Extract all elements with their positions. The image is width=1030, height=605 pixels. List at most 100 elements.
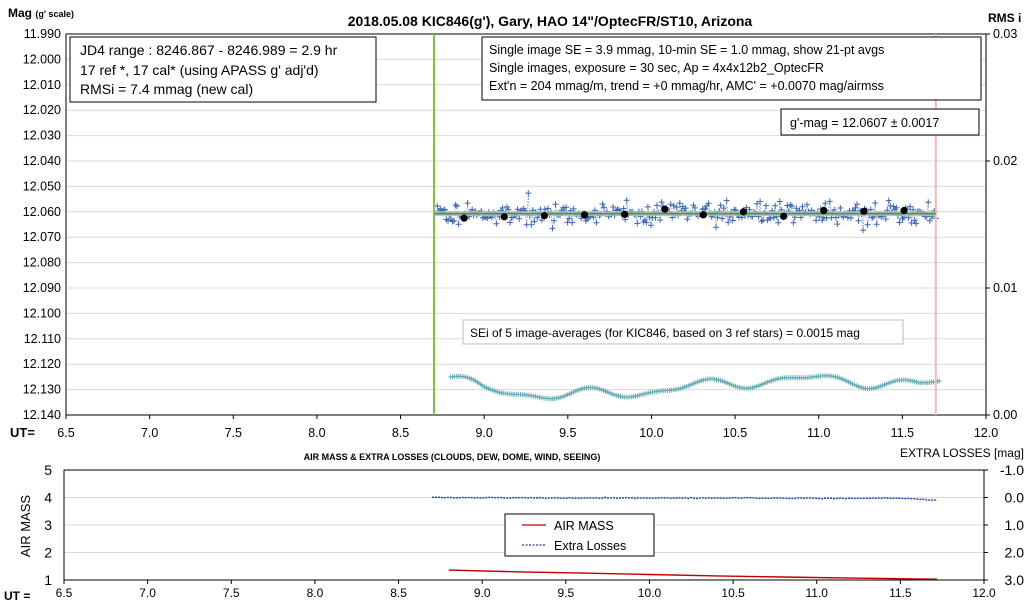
bottom-x-tick-label: 8.0 [307,586,324,600]
top-x-tick-label: 12.0 [974,426,998,440]
top-y-tick-label: 12.080 [23,256,61,270]
bottom-x-tick-label: 10.0 [638,586,662,600]
bottom-y-axis-label: AIR MASS [18,495,33,557]
top-y-right-tick-label: 0.00 [993,408,1017,422]
info-box-left-line-1: JD4 range : 8246.867 - 8246.989 = 2.9 hr [80,42,338,58]
top-y-axis-label: Mag (g' scale) [8,6,74,20]
bottom-axis-ticks: 1 2 3 4 5 6.5 7.0 7.5 8.0 8.5 9.0 9.5 10.0 10.5 11.0 11… [44,462,1024,600]
top-x-tick-label: 6.5 [57,426,74,440]
gmag-box [780,108,980,136]
bottom-y-right-tick-label: -1.0 [1000,462,1024,478]
average-point [699,211,707,219]
bottom-y-right-tick-label: 2.0 [1005,545,1025,561]
top-y-tick-label: 12.110 [24,332,61,346]
top-y-axis-label-sub: (g' scale) [35,9,74,19]
average-point [661,205,669,213]
top-y-tick-label: 12.040 [23,154,61,168]
top-y-tick-label: 12.060 [23,205,61,219]
gmag-label: g'-mag = 12.0607 ± 0.0017 [790,116,939,130]
bottom-x-tick-label: 9.0 [474,586,491,600]
rms-markers [448,373,942,402]
top-x-tick-label: 9.0 [475,426,492,440]
top-x-tick-label: 11.5 [891,426,914,440]
top-y-tick-label: 12.090 [23,281,61,295]
top-y-tick-label: 12.050 [23,179,61,193]
top-x-axis-label: UT= [10,425,35,440]
bottom-x-tick-label: 11.0 [805,586,828,600]
sei-box [462,319,904,345]
bottom-x-tick-label: 11.5 [889,586,912,600]
average-point [820,206,828,215]
bottom-legend [504,513,655,557]
top-y-tick-label: 12.030 [23,129,61,143]
bottom-y-right-tick-label: 3.0 [1005,572,1025,588]
top-y-right-tick-label: 0.02 [993,154,1017,168]
top-x-tick-label: 9.5 [559,426,576,440]
average-point [621,210,629,218]
legend-label-air-mass: AIR MASS [554,519,614,533]
top-x-tick-label: 10.5 [723,426,747,440]
legend-label-extra-losses: Extra Losses [554,539,626,553]
bottom-chart-title: AIR MASS & EXTRA LOSSES (CLOUDS, DEW, DO… [304,452,601,462]
average-point [500,213,508,221]
top-axis-ticks: 11.990 12.000 12.010 12.020 12.030 12.040 12.0… [23,27,1018,440]
top-y-right-tick-label: 0.03 [993,27,1017,41]
top-y-tick-label: 12.140 [23,408,61,422]
top-y-tick-label: 11.990 [24,27,61,41]
top-y-right-tick-label: 0.01 [993,281,1017,295]
info-box-right [481,36,982,101]
sei-label: SEi of 5 image-averages (for KIC846, bas… [470,326,860,340]
bottom-x-axis-label: UT = [4,589,30,603]
bottom-x-tick-label: 9.5 [557,586,574,600]
top-y-axis-label-main: Mag [8,6,32,20]
bottom-x-tick-label: 10.5 [721,586,745,600]
bottom-x-tick-label: 6.5 [56,586,73,600]
bottom-x-tick-label: 7.5 [223,586,240,600]
top-grid [66,58,986,391]
top-x-tick-label: 8.0 [308,426,325,440]
bottom-x-tick-label: 12.0 [972,586,996,600]
average-point [580,211,589,219]
top-x-tick-label: 7.5 [225,426,242,440]
bottom-y-axis-label-right: EXTRA LOSSES [mag] [900,446,1024,460]
top-y-tick-label: 12.070 [23,230,61,244]
info-box-right-line-3: Ext'n = 204 mmag/m, trend = +0 mmag/hr, … [489,79,884,93]
bottom-y-right-tick-label: 0.0 [1005,490,1025,506]
top-y-tick-label: 12.010 [23,78,61,92]
top-y-tick-label: 12.100 [23,306,61,320]
top-rms-trace [448,373,942,402]
top-x-tick-label: 7.0 [141,426,158,440]
top-chart-title: 2018.05.08 KIC846(g'), Gary, HAO 14"/Opt… [348,13,753,29]
top-x-tick-label: 11.0 [807,426,830,440]
bottom-y-tick-label: 1 [44,572,52,588]
info-box-left-line-2: 17 ref *, 17 cal* (using APASS g' adj'd) [80,62,319,78]
info-box-right-line-2: Single images, exposure = 30 sec, Ap = 4… [489,61,824,75]
average-point [739,208,748,216]
top-x-tick-label: 8.5 [392,426,409,440]
bottom-x-tick-label: 8.5 [390,586,407,600]
info-box-left-line-3: RMSi = 7.4 mmag (new cal) [80,81,253,97]
bottom-x-tick-label: 7.0 [139,586,156,600]
top-y-tick-label: 12.020 [23,103,61,117]
bottom-y-tick-label: 2 [44,545,52,561]
extra-losses-line [431,496,938,501]
average-point [900,206,908,215]
average-point [860,207,868,215]
average-point [460,214,468,222]
bottom-series [431,496,938,580]
average-point [540,212,549,220]
bottom-y-right-tick-label: 1.0 [1005,517,1025,533]
bottom-y-tick-label: 3 [44,517,52,533]
average-point [780,212,788,220]
bottom-y-tick-label: 5 [44,462,52,478]
info-box-left [69,36,377,103]
air-mass-line [448,569,938,580]
info-box-right-line-1: Single image SE = 3.9 mmag, 10-min SE = … [489,43,884,57]
bottom-y-tick-label: 4 [44,490,52,506]
top-plot-frame [65,33,987,416]
top-x-tick-label: 10.0 [639,426,663,440]
top-y-tick-label: 12.130 [23,383,61,397]
top-y-axis-label-right: RMS i [988,11,1021,25]
